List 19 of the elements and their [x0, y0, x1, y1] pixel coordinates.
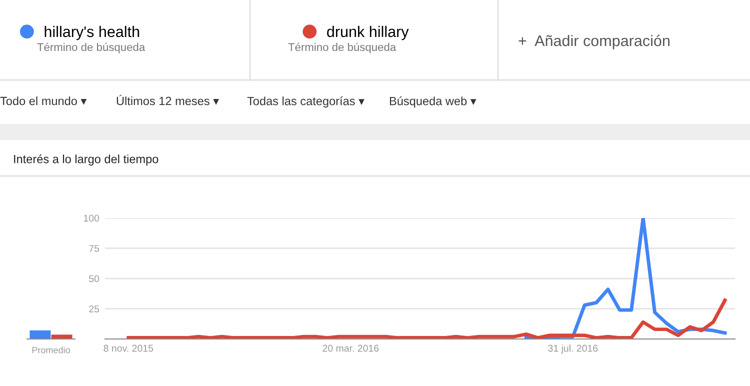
text: Término de búsqueda: [37, 42, 146, 54]
y-tick-label: 25: [89, 305, 100, 312]
x-tick-label: 20 mar. 2016: [322, 344, 379, 352]
x-axis-title: Promedio: [32, 346, 70, 354]
text: Búsqueda web ▾: [390, 96, 476, 108]
y-tick-label: 50: [89, 275, 100, 282]
text: Todo el mundo ▾: [0, 96, 87, 106]
y-tick-label: 100: [84, 214, 100, 222]
chart-title: Interés a lo largo del tiempo: [14, 154, 158, 166]
legend-label: drunk hillary: [327, 26, 409, 40]
x-tick-label: 8 nov. 2015: [104, 344, 154, 352]
text: Últimos 12 meses ▾: [116, 94, 219, 106]
legend-label: hillary's health: [44, 26, 140, 40]
text: + Añadir comparación: [518, 34, 670, 50]
x-tick-label: 31 jul. 2016: [548, 344, 598, 354]
text: Término de búsqueda: [288, 42, 396, 54]
y-tick-label: 75: [89, 245, 100, 252]
text: Todas las categorías ▾: [247, 96, 364, 108]
line-series: [126, 298, 727, 339]
